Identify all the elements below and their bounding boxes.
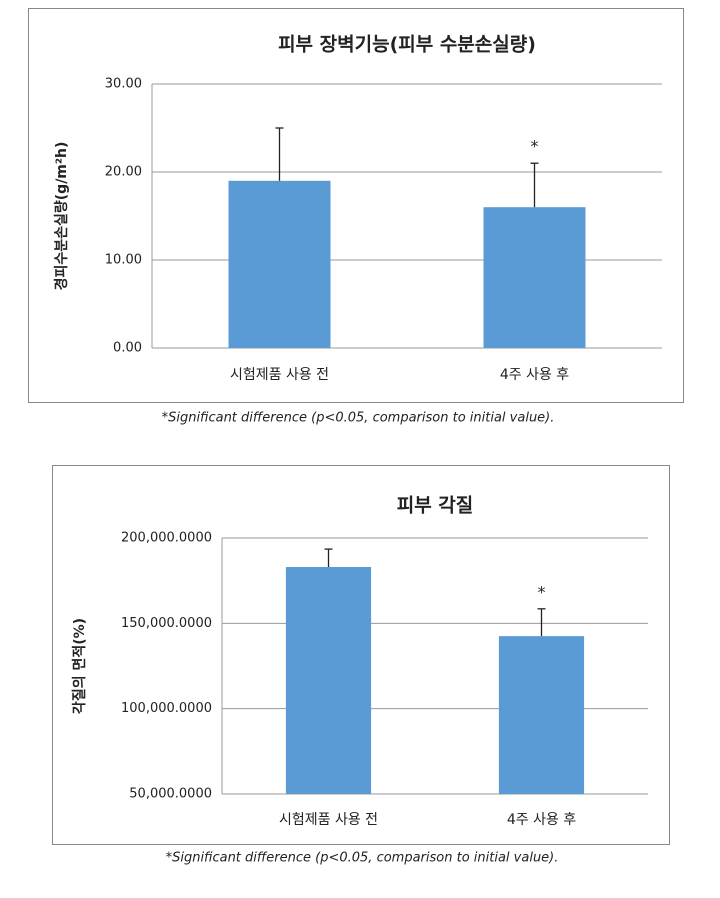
significance-mark: *: [538, 582, 546, 601]
y-tick-label: 20.00: [105, 165, 142, 180]
y-tick-label: 10.00: [105, 253, 142, 268]
y-axis-label: 경피수분손실량(g/m²h): [53, 142, 70, 291]
footnote: *Significant difference (p<0.05, compari…: [166, 851, 559, 866]
chart-frame: [28, 8, 684, 403]
x-tick-label: 4주 사용 후: [500, 367, 569, 383]
footnote: *Significant difference (p<0.05, compari…: [162, 411, 555, 426]
y-tick-label: 50,000.0000: [129, 787, 212, 802]
chart-frame: [52, 465, 670, 845]
bar: [483, 207, 586, 348]
y-axis-label: 각질의 면적(%): [71, 618, 88, 714]
significance-mark: *: [531, 137, 539, 156]
x-tick-label: 시험제품 사용 전: [230, 367, 329, 383]
bar: [228, 180, 331, 348]
chart-title: 피부 각질: [397, 495, 474, 517]
y-tick-label: 0.00: [113, 341, 142, 356]
y-tick-label: 200,000.0000: [121, 531, 212, 546]
y-tick-label: 150,000.0000: [121, 616, 212, 631]
x-tick-label: 시험제품 사용 전: [279, 812, 378, 828]
chart-title: 피부 장벽기능(피부 수분손실량): [278, 34, 536, 56]
y-tick-label: 100,000.0000: [121, 701, 212, 716]
y-tick-label: 30.00: [105, 77, 142, 92]
x-tick-label: 4주 사용 후: [507, 812, 576, 828]
bar: [498, 636, 585, 794]
bar: [285, 567, 372, 794]
